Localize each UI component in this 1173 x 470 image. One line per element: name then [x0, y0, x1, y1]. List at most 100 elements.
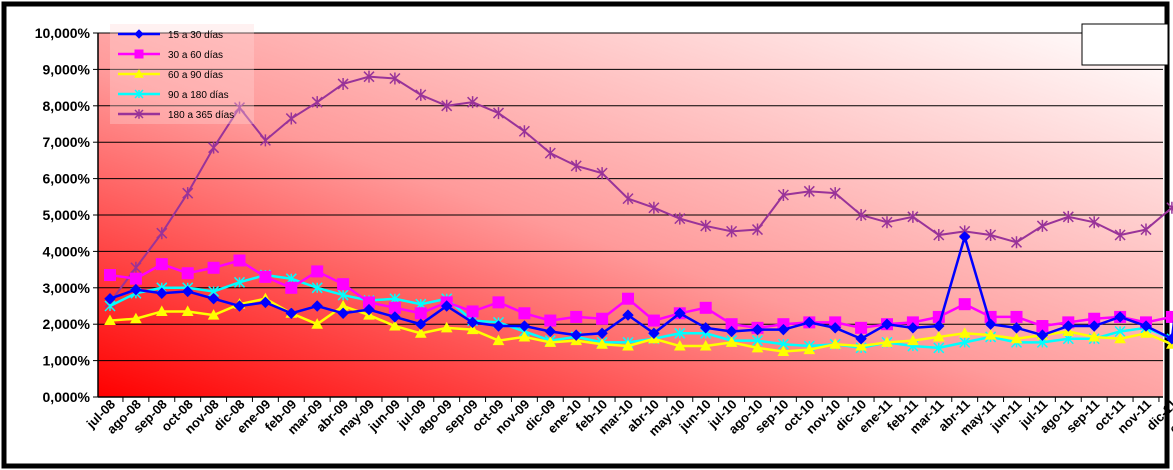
data-point — [596, 312, 609, 325]
data-point — [570, 159, 582, 172]
data-point — [285, 281, 298, 294]
data-point — [673, 340, 686, 351]
data-point — [700, 219, 712, 232]
data-point — [130, 283, 142, 296]
data-point — [726, 225, 738, 238]
y-tick-label: 6,000% — [43, 171, 91, 187]
legend-label: 30 a 60 días — [168, 50, 223, 61]
data-point — [933, 320, 945, 332]
data-point — [1010, 322, 1023, 334]
data-point — [932, 330, 945, 342]
data-point — [492, 320, 505, 332]
data-point — [777, 323, 790, 336]
data-point — [518, 307, 531, 320]
empty-box — [1081, 23, 1169, 66]
data-point — [699, 301, 712, 314]
data-point — [622, 340, 634, 351]
data-point — [311, 300, 323, 312]
data-point — [622, 192, 634, 205]
data-point — [207, 261, 220, 274]
data-point — [181, 305, 194, 316]
data-point — [622, 292, 634, 305]
data-point — [829, 322, 841, 334]
data-point — [1165, 310, 1173, 323]
data-point — [1114, 311, 1126, 323]
data-point — [1010, 332, 1023, 344]
data-point — [1114, 229, 1126, 242]
data-point — [1062, 320, 1075, 332]
data-point — [285, 112, 297, 125]
data-point — [156, 287, 168, 299]
data-point — [415, 88, 427, 101]
data-point — [130, 312, 142, 324]
data-point — [881, 336, 893, 347]
data-point — [492, 296, 505, 309]
data-point — [933, 342, 945, 354]
data-point — [337, 77, 349, 90]
legend-swatch-marker — [134, 109, 144, 119]
data-point — [803, 185, 815, 198]
data-point — [958, 327, 971, 338]
data-point — [389, 319, 401, 331]
data-point — [1010, 310, 1023, 323]
data-point — [389, 72, 401, 85]
data-point — [985, 229, 997, 242]
data-point — [1088, 330, 1101, 342]
data-point — [233, 300, 246, 312]
legend-swatch-marker — [134, 68, 144, 78]
data-point — [414, 307, 427, 320]
data-point — [699, 322, 712, 334]
data-point — [259, 134, 271, 147]
data-point — [674, 212, 686, 225]
data-point — [855, 333, 867, 345]
data-point — [1088, 216, 1100, 229]
data-point — [1114, 332, 1126, 344]
data-point — [155, 258, 168, 271]
data-point — [363, 70, 375, 83]
data-point — [829, 187, 841, 200]
data-point — [829, 338, 842, 349]
data-point — [466, 305, 479, 318]
y-tick-label: 1,000% — [43, 353, 91, 369]
data-point — [544, 325, 557, 338]
y-tick-label: 2,000% — [43, 316, 91, 332]
data-point — [337, 289, 349, 301]
data-point — [596, 327, 608, 340]
data-point — [544, 336, 557, 347]
data-point — [233, 254, 246, 267]
data-point — [1036, 219, 1048, 232]
y-axis-ticks: 0,000% 1,000% 2,000% 3,000% 4,000% 5,000% 6,00… — [35, 25, 98, 405]
data-point — [337, 278, 350, 291]
data-point — [544, 314, 557, 327]
legend-label: 15 a 30 días — [168, 30, 223, 41]
legend-swatch-marker — [134, 89, 144, 99]
data-point — [414, 327, 427, 338]
data-point — [855, 321, 868, 334]
data-point — [855, 209, 867, 221]
data-point — [415, 318, 427, 330]
data-point — [207, 309, 220, 320]
data-point — [518, 320, 531, 332]
data-point — [441, 99, 453, 112]
data-point — [181, 285, 194, 298]
legend-label: 90 a 180 días — [168, 90, 229, 101]
data-point — [104, 314, 116, 326]
data-point — [1166, 333, 1173, 345]
data-point — [311, 265, 324, 278]
data-point — [648, 201, 660, 214]
data-point — [518, 125, 530, 138]
data-point — [1166, 201, 1173, 214]
data-point — [570, 310, 583, 323]
y-tick-label: 9,000% — [43, 61, 91, 77]
data-point — [596, 167, 608, 180]
data-point — [984, 318, 997, 330]
data-point — [1036, 329, 1049, 341]
data-point — [155, 305, 168, 316]
data-point — [958, 298, 971, 311]
data-point — [1140, 320, 1152, 332]
y-tick-label: 7,000% — [43, 134, 91, 150]
data-point — [337, 307, 349, 319]
data-point — [855, 340, 867, 351]
data-point — [647, 314, 660, 327]
